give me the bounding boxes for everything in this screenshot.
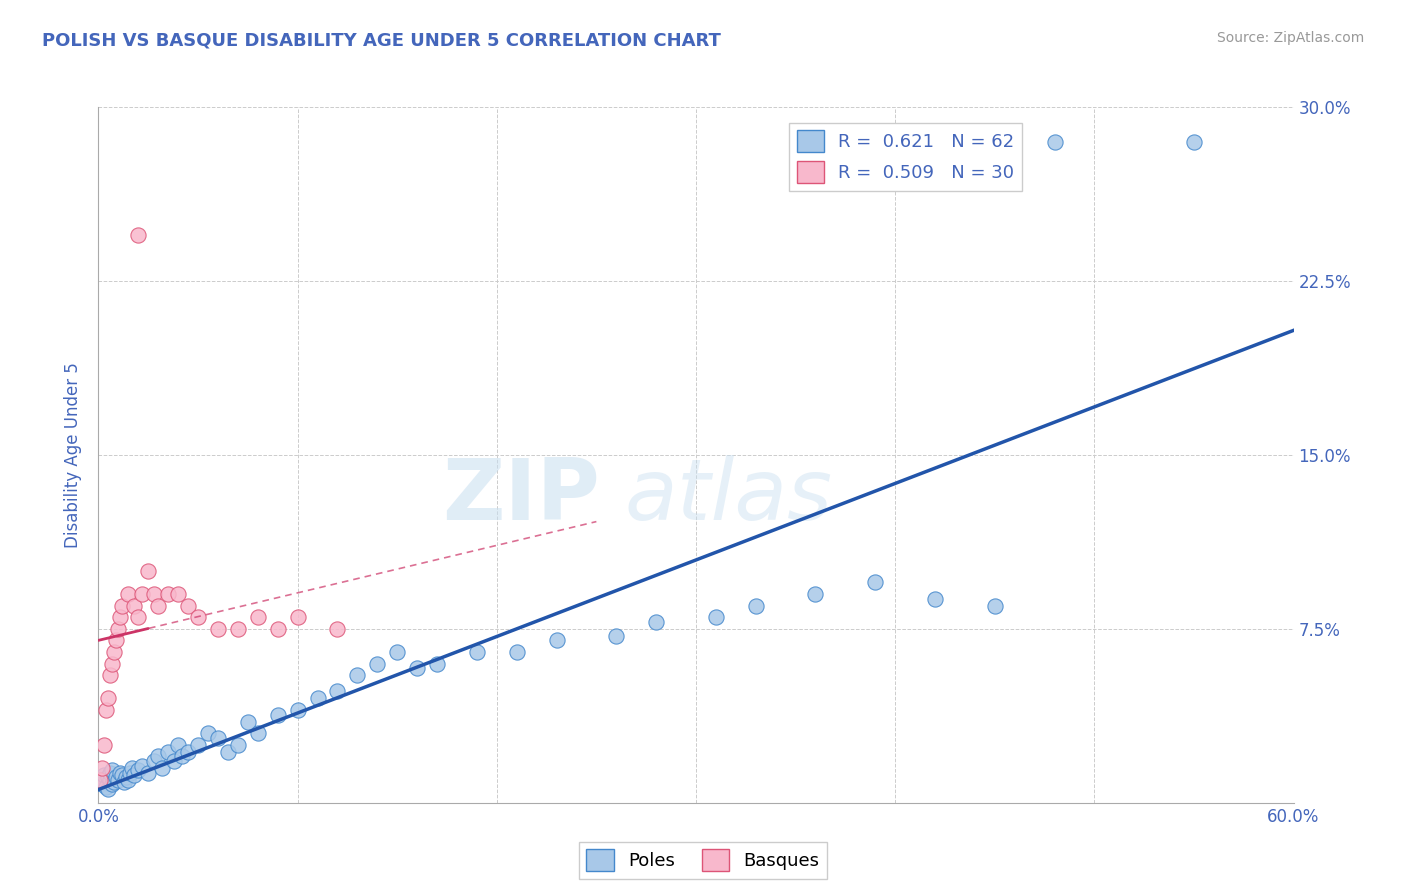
Point [1043,135,1066,149]
Point [226,738,249,752]
Point [105,633,128,648]
Point [111,599,134,613]
Point [267,707,290,722]
Point [924,591,946,606]
Point [120,765,142,780]
Point [804,587,827,601]
Point [177,599,200,613]
Point [163,754,186,768]
Legend: Poles, Basques: Poles, Basques [579,842,827,879]
Point [157,745,180,759]
Point [112,775,135,789]
Point [101,764,124,778]
Point [89,772,111,787]
Point [91,777,114,791]
Point [110,610,132,624]
Point [236,714,259,729]
Text: ZIP: ZIP [443,455,600,538]
Point [366,657,388,671]
Point [127,610,149,624]
Y-axis label: Disability Age Under 5: Disability Age Under 5 [65,362,83,548]
Point [207,731,229,745]
Point [124,599,146,613]
Point [107,622,129,636]
Point [115,770,138,784]
Point [546,633,568,648]
Point [124,768,146,782]
Point [465,645,488,659]
Point [197,726,219,740]
Point [127,227,149,242]
Text: atlas: atlas [624,455,832,538]
Point [267,622,290,636]
Point [287,610,309,624]
Point [172,749,194,764]
Point [97,781,120,796]
Point [177,745,200,759]
Point [101,657,124,671]
Point [136,765,159,780]
Point [89,772,111,787]
Point [127,764,149,778]
Point [307,691,329,706]
Point [217,745,239,759]
Point [246,610,269,624]
Point [346,668,368,682]
Point [101,777,124,791]
Point [406,661,429,675]
Text: POLISH VS BASQUE DISABILITY AGE UNDER 5 CORRELATION CHART: POLISH VS BASQUE DISABILITY AGE UNDER 5 … [42,31,721,49]
Point [103,775,125,789]
Point [645,615,668,629]
Point [93,768,115,782]
Point [97,691,120,706]
Point [100,772,122,787]
Point [111,768,134,782]
Point [704,610,727,624]
Point [143,754,166,768]
Point [105,770,128,784]
Point [863,575,887,590]
Point [136,564,159,578]
Point [93,775,115,789]
Point [121,761,143,775]
Point [110,765,132,780]
Point [326,622,349,636]
Point [91,761,114,775]
Point [326,684,349,698]
Point [117,772,139,787]
Point [107,772,129,787]
Point [287,703,309,717]
Point [745,599,768,613]
Point [984,599,1007,613]
Point [131,758,153,772]
Point [96,703,118,717]
Point [148,749,170,764]
Point [148,599,170,613]
Point [167,587,190,601]
Point [246,726,269,740]
Point [97,770,120,784]
Point [187,610,209,624]
Point [96,780,118,794]
Point [1182,135,1205,149]
Point [103,645,125,659]
Point [150,761,173,775]
Point [100,668,122,682]
Point [207,622,229,636]
Text: Source: ZipAtlas.com: Source: ZipAtlas.com [1216,31,1364,45]
Point [187,738,209,752]
Point [143,587,166,601]
Legend: R =  0.621   N = 62, R =  0.509   N = 30: R = 0.621 N = 62, R = 0.509 N = 30 [790,123,1022,191]
Point [605,629,627,643]
Point [167,738,190,752]
Point [117,587,139,601]
Point [226,622,249,636]
Point [385,645,409,659]
Point [426,657,449,671]
Point [93,738,115,752]
Point [506,645,529,659]
Point [100,765,122,780]
Point [131,587,153,601]
Point [157,587,180,601]
